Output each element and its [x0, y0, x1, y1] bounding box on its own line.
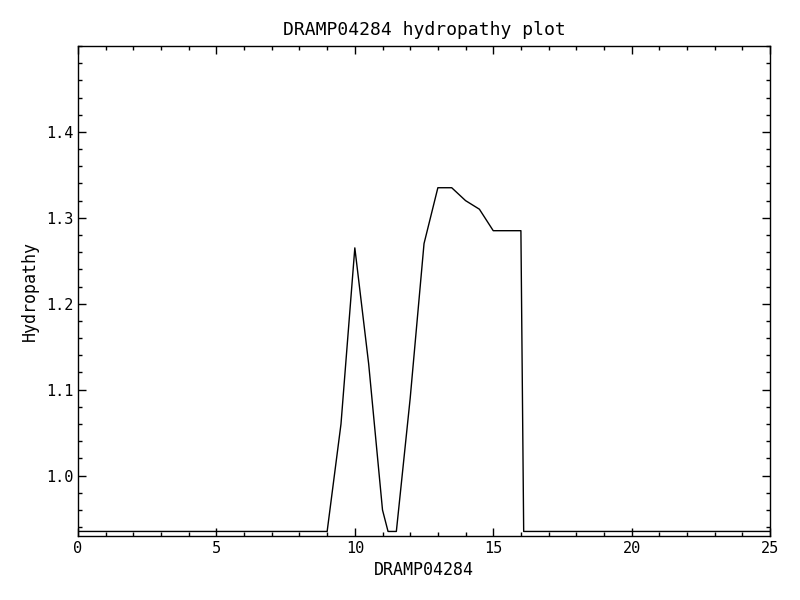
Y-axis label: Hydropathy: Hydropathy [21, 241, 39, 341]
Title: DRAMP04284 hydropathy plot: DRAMP04284 hydropathy plot [282, 21, 566, 39]
X-axis label: DRAMP04284: DRAMP04284 [374, 561, 474, 579]
